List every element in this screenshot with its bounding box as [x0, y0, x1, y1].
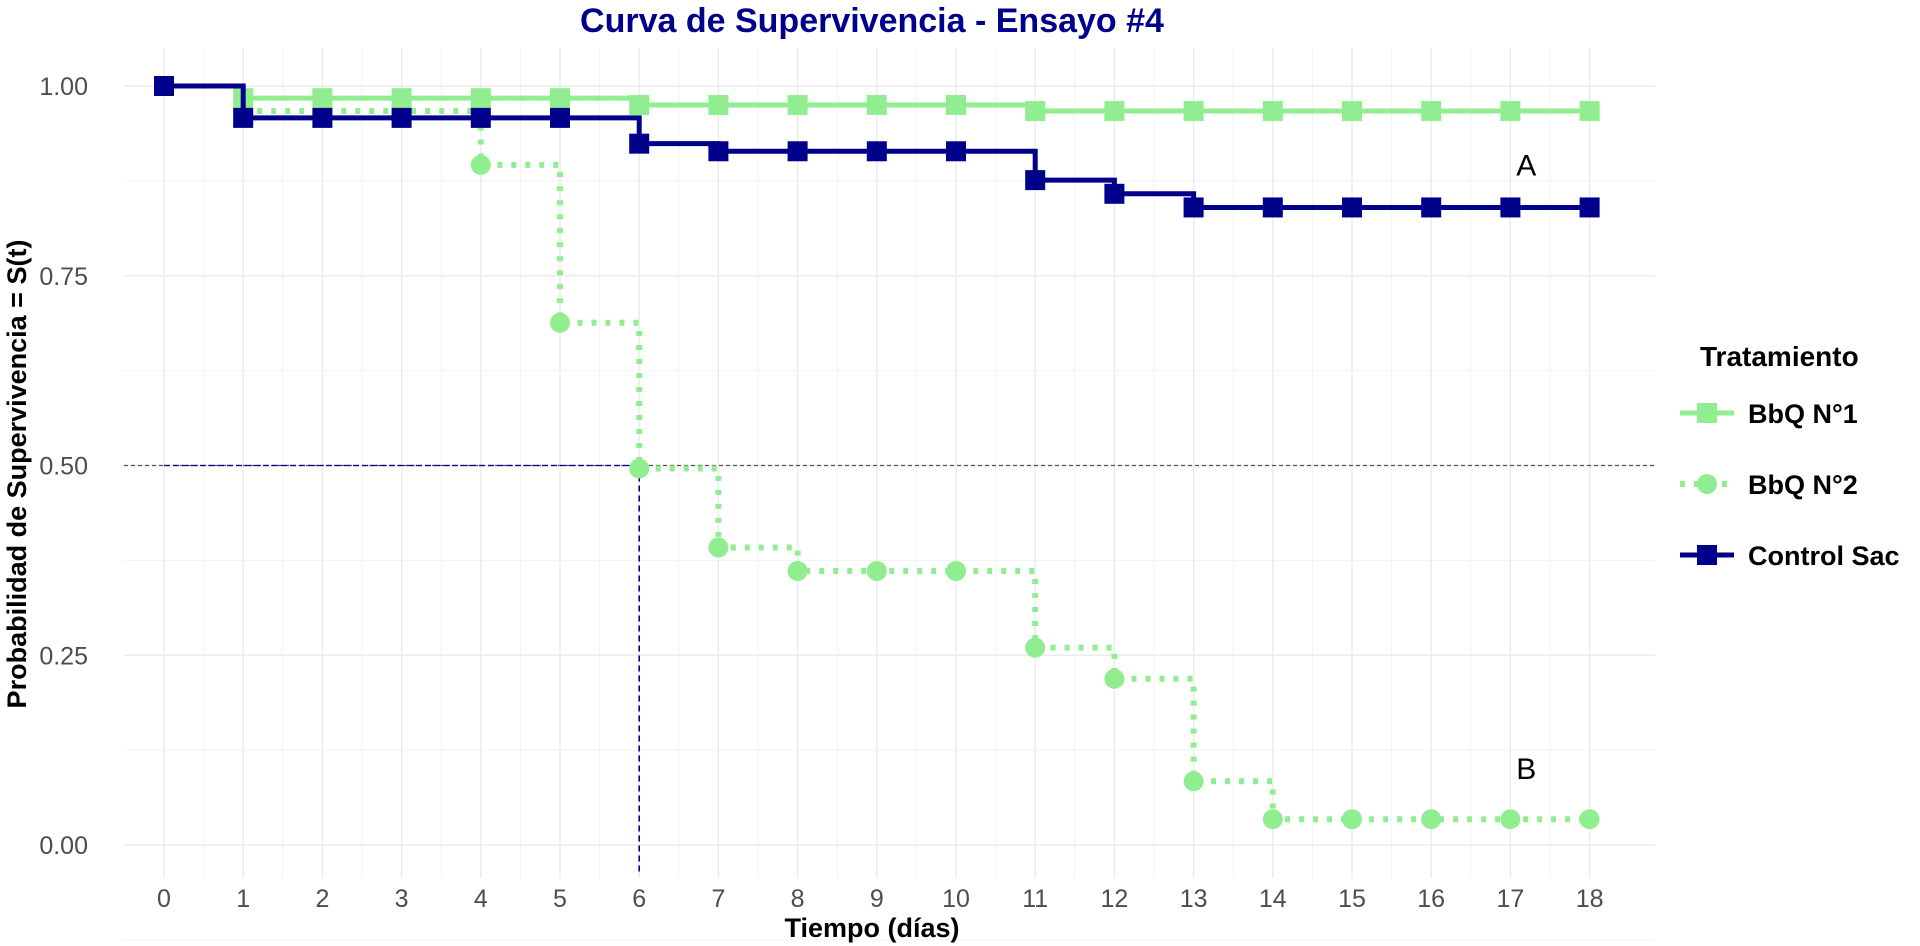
data-point-bbq-n-1: [312, 88, 333, 109]
x-tick-label: 14: [1259, 885, 1287, 913]
data-point-bbq-n-2: [946, 561, 966, 582]
data-point-bbq-n-1: [946, 94, 966, 115]
data-point-control-sac: [629, 133, 650, 154]
x-tick-label: 5: [553, 885, 567, 913]
chart-title: Curva de Supervivencia - Ensayo #4: [580, 2, 1164, 40]
data-point-control-sac: [1183, 197, 1204, 218]
data-point-control-sac: [154, 76, 174, 96]
data-point-bbq-n-1: [1500, 101, 1521, 122]
x-tick-label: 1: [236, 885, 250, 913]
data-point-bbq-n-2: [1025, 637, 1046, 658]
annotation-label: B: [1516, 753, 1536, 786]
legend-label: Control Sac: [1748, 541, 1900, 571]
data-point-control-sac: [1025, 170, 1046, 191]
data-point-control-sac: [1342, 197, 1362, 218]
data-point-control-sac: [1579, 197, 1600, 218]
data-point-control-sac: [708, 141, 729, 162]
legend: Tratamiento BbQ N°1 BbQ N°2 Control Sac: [1680, 341, 1900, 571]
data-point-bbq-n-2: [1579, 809, 1600, 830]
data-point-control-sac: [312, 107, 333, 128]
x-tick-label: 16: [1417, 885, 1445, 913]
data-point-bbq-n-1: [1262, 101, 1283, 122]
y-axis-title: Probabilidad de Supervivencia = S(t): [2, 240, 32, 709]
data-point-bbq-n-2: [1262, 809, 1283, 830]
data-point-bbq-n-2: [1421, 809, 1442, 830]
data-point-control-sac: [946, 141, 966, 162]
data-point-control-sac: [550, 107, 570, 128]
x-tick-label: 17: [1496, 885, 1524, 913]
x-tick-label: 13: [1180, 885, 1208, 913]
x-tick-label: 9: [870, 885, 884, 913]
x-tick-label: 2: [315, 885, 329, 913]
legend-key-marker: [1697, 474, 1717, 494]
series-line-bbq-n-1: [164, 83, 1590, 114]
y-tick-label: 0.50: [39, 453, 88, 481]
data-point-bbq-n-1: [1183, 101, 1204, 122]
data-point-bbq-n-1: [1421, 101, 1442, 122]
data-point-bbq-n-2: [550, 312, 570, 333]
legend-key-marker: [1697, 545, 1717, 565]
data-point-bbq-n-2: [1104, 668, 1125, 689]
x-tick-label: 8: [791, 885, 805, 913]
data-point-bbq-n-2: [787, 561, 808, 582]
annotation-label: A: [1516, 150, 1536, 183]
data-point-bbq-n-1: [470, 88, 491, 109]
x-tick-label: 4: [474, 885, 488, 913]
data-point-bbq-n-1: [1579, 101, 1600, 122]
data-point-bbq-n-1: [866, 94, 887, 115]
y-tick-label: 0.00: [39, 832, 88, 860]
x-tick-label: 7: [711, 885, 725, 913]
data-point-bbq-n-1: [708, 94, 729, 115]
y-tick-label: 0.25: [39, 642, 88, 670]
legend-label: BbQ N°1: [1748, 399, 1858, 429]
data-point-bbq-n-2: [708, 537, 729, 558]
x-tick-label: 12: [1100, 885, 1128, 913]
x-tick-label: 18: [1576, 885, 1604, 913]
x-tick-label: 10: [942, 885, 970, 913]
data-point-bbq-n-1: [787, 94, 808, 115]
data-point-control-sac: [787, 141, 808, 162]
x-axis-title: Tiempo (días): [784, 913, 959, 943]
data-point-bbq-n-1: [550, 88, 570, 109]
data-point-bbq-n-2: [866, 561, 887, 582]
data-point-bbq-n-2: [1342, 809, 1362, 830]
data-point-control-sac: [391, 107, 412, 128]
data-point-control-sac: [233, 107, 254, 128]
data-point-control-sac: [866, 141, 887, 162]
plot-panel: 0 1 2 3 4 5 6 7 8 9 10 11 12 13 14 15 16 17 180.000.250.50…: [39, 48, 1655, 941]
x-tick-label: 0: [157, 885, 171, 913]
data-point-bbq-n-2: [1500, 809, 1521, 830]
data-point-control-sac: [1104, 183, 1125, 204]
x-tick-label: 11: [1022, 885, 1048, 913]
data-point-bbq-n-1: [391, 88, 412, 109]
data-point-control-sac: [1421, 197, 1442, 218]
data-point-control-sac: [470, 107, 491, 128]
x-tick-label: 15: [1338, 885, 1366, 913]
data-point-bbq-n-1: [629, 94, 650, 115]
data-point-bbq-n-2: [629, 458, 650, 479]
data-point-bbq-n-2: [470, 154, 491, 175]
data-point-bbq-n-1: [1104, 101, 1125, 122]
data-point-bbq-n-2: [1183, 771, 1204, 792]
data-point-control-sac: [1500, 197, 1521, 218]
y-tick-label: 0.75: [39, 263, 88, 291]
legend-title: Tratamiento: [1700, 341, 1859, 372]
data-point-bbq-n-1: [1025, 101, 1046, 122]
legend-key-marker: [1697, 403, 1717, 423]
x-tick-label: 6: [632, 885, 646, 913]
data-point-control-sac: [1262, 197, 1283, 218]
x-tick-label: 3: [395, 885, 409, 913]
legend-label: BbQ N°2: [1748, 470, 1858, 500]
y-tick-label: 1.00: [39, 73, 88, 101]
data-point-bbq-n-1: [1342, 101, 1362, 122]
